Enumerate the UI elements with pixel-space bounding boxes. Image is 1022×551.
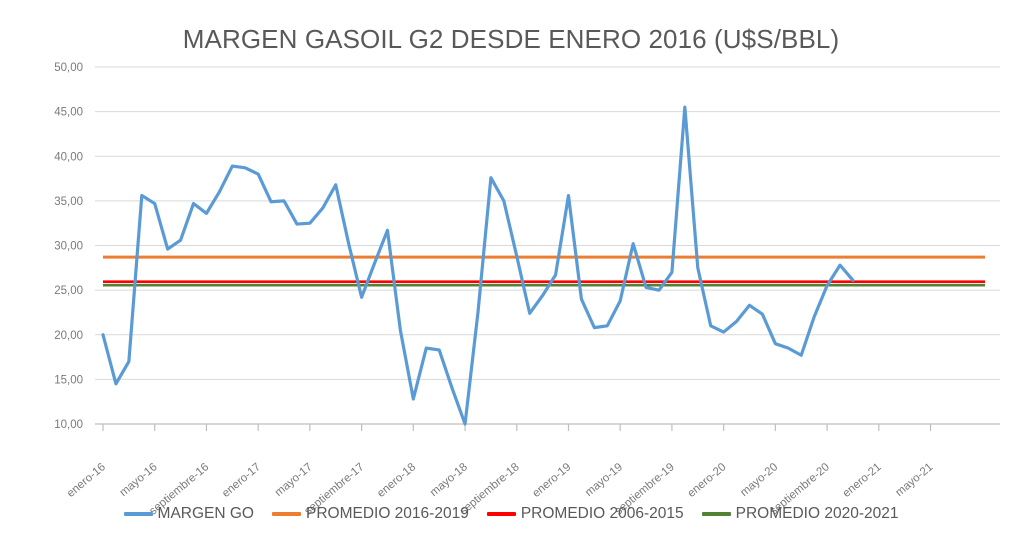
x-axis-tick-label: mayo-18 <box>428 461 470 499</box>
chart-legend: MARGEN GO PROMEDIO 2016-2019 PROMEDIO 2006… <box>0 505 1022 523</box>
x-axis-tick-label: enero-19 <box>530 461 573 500</box>
data-series-margen-go <box>101 105 855 426</box>
legend-color-swatch-icon <box>486 512 516 516</box>
average-reference-lines <box>103 255 985 287</box>
x-axis <box>95 423 1000 431</box>
legend-item[interactable]: PROMEDIO 2006-2015 <box>486 505 684 523</box>
y-axis-tick-label: 10,00 <box>54 419 83 431</box>
x-axis-tick-label: enero-18 <box>375 461 418 500</box>
y-axis-tick-label: 40,00 <box>54 151 83 163</box>
y-axis-tick-labels: 50,00 45,00 40,00 35,00 30,00 25,00 20,00 15,00… <box>54 62 83 431</box>
legend-item[interactable]: PROMEDIO 2020-2021 <box>701 505 899 523</box>
x-axis-tick-label: mayo-19 <box>583 461 625 499</box>
x-axis-tick-label: mayo-16 <box>118 461 160 499</box>
x-axis-tick-label: enero-16 <box>65 461 108 500</box>
legend-item-label: PROMEDIO 2016-2019 <box>305 505 469 522</box>
legend-item-label: MARGEN GO <box>157 505 254 522</box>
legend-color-swatch-icon <box>271 512 301 516</box>
line-series-path <box>101 105 855 426</box>
legend-item[interactable]: PROMEDIO 2016-2019 <box>271 505 469 523</box>
y-axis-tick-label: 25,00 <box>54 285 83 297</box>
legend-color-swatch-icon <box>123 512 153 516</box>
legend-item-label: PROMEDIO 2020-2021 <box>735 505 899 522</box>
y-axis-tick-label: 45,00 <box>54 107 83 119</box>
x-axis-tick-label: mayo-20 <box>738 461 780 499</box>
x-axis-tick-label: mayo-17 <box>273 461 315 499</box>
legend-item[interactable]: MARGEN GO <box>123 505 254 523</box>
x-axis-tick-label: enero-21 <box>841 461 884 500</box>
legend-color-swatch-icon <box>701 512 731 516</box>
gridlines <box>95 66 1000 425</box>
x-axis-tick-label: mayo-21 <box>893 461 935 499</box>
y-axis-tick-label: 30,00 <box>54 241 83 253</box>
x-axis-tick-label: enero-20 <box>686 461 729 500</box>
y-axis-tick-label: 15,00 <box>54 374 83 386</box>
y-axis-tick-label: 35,00 <box>54 196 83 208</box>
x-axis-tick-label: enero-17 <box>220 461 263 500</box>
y-axis-tick-label: 20,00 <box>54 330 83 342</box>
chart-title: MARGEN GASOIL G2 DESDE ENERO 2016 (U$S/B… <box>182 24 840 54</box>
y-axis-tick-label: 50,00 <box>54 62 83 74</box>
legend-item-label: PROMEDIO 2006-2015 <box>520 505 684 522</box>
